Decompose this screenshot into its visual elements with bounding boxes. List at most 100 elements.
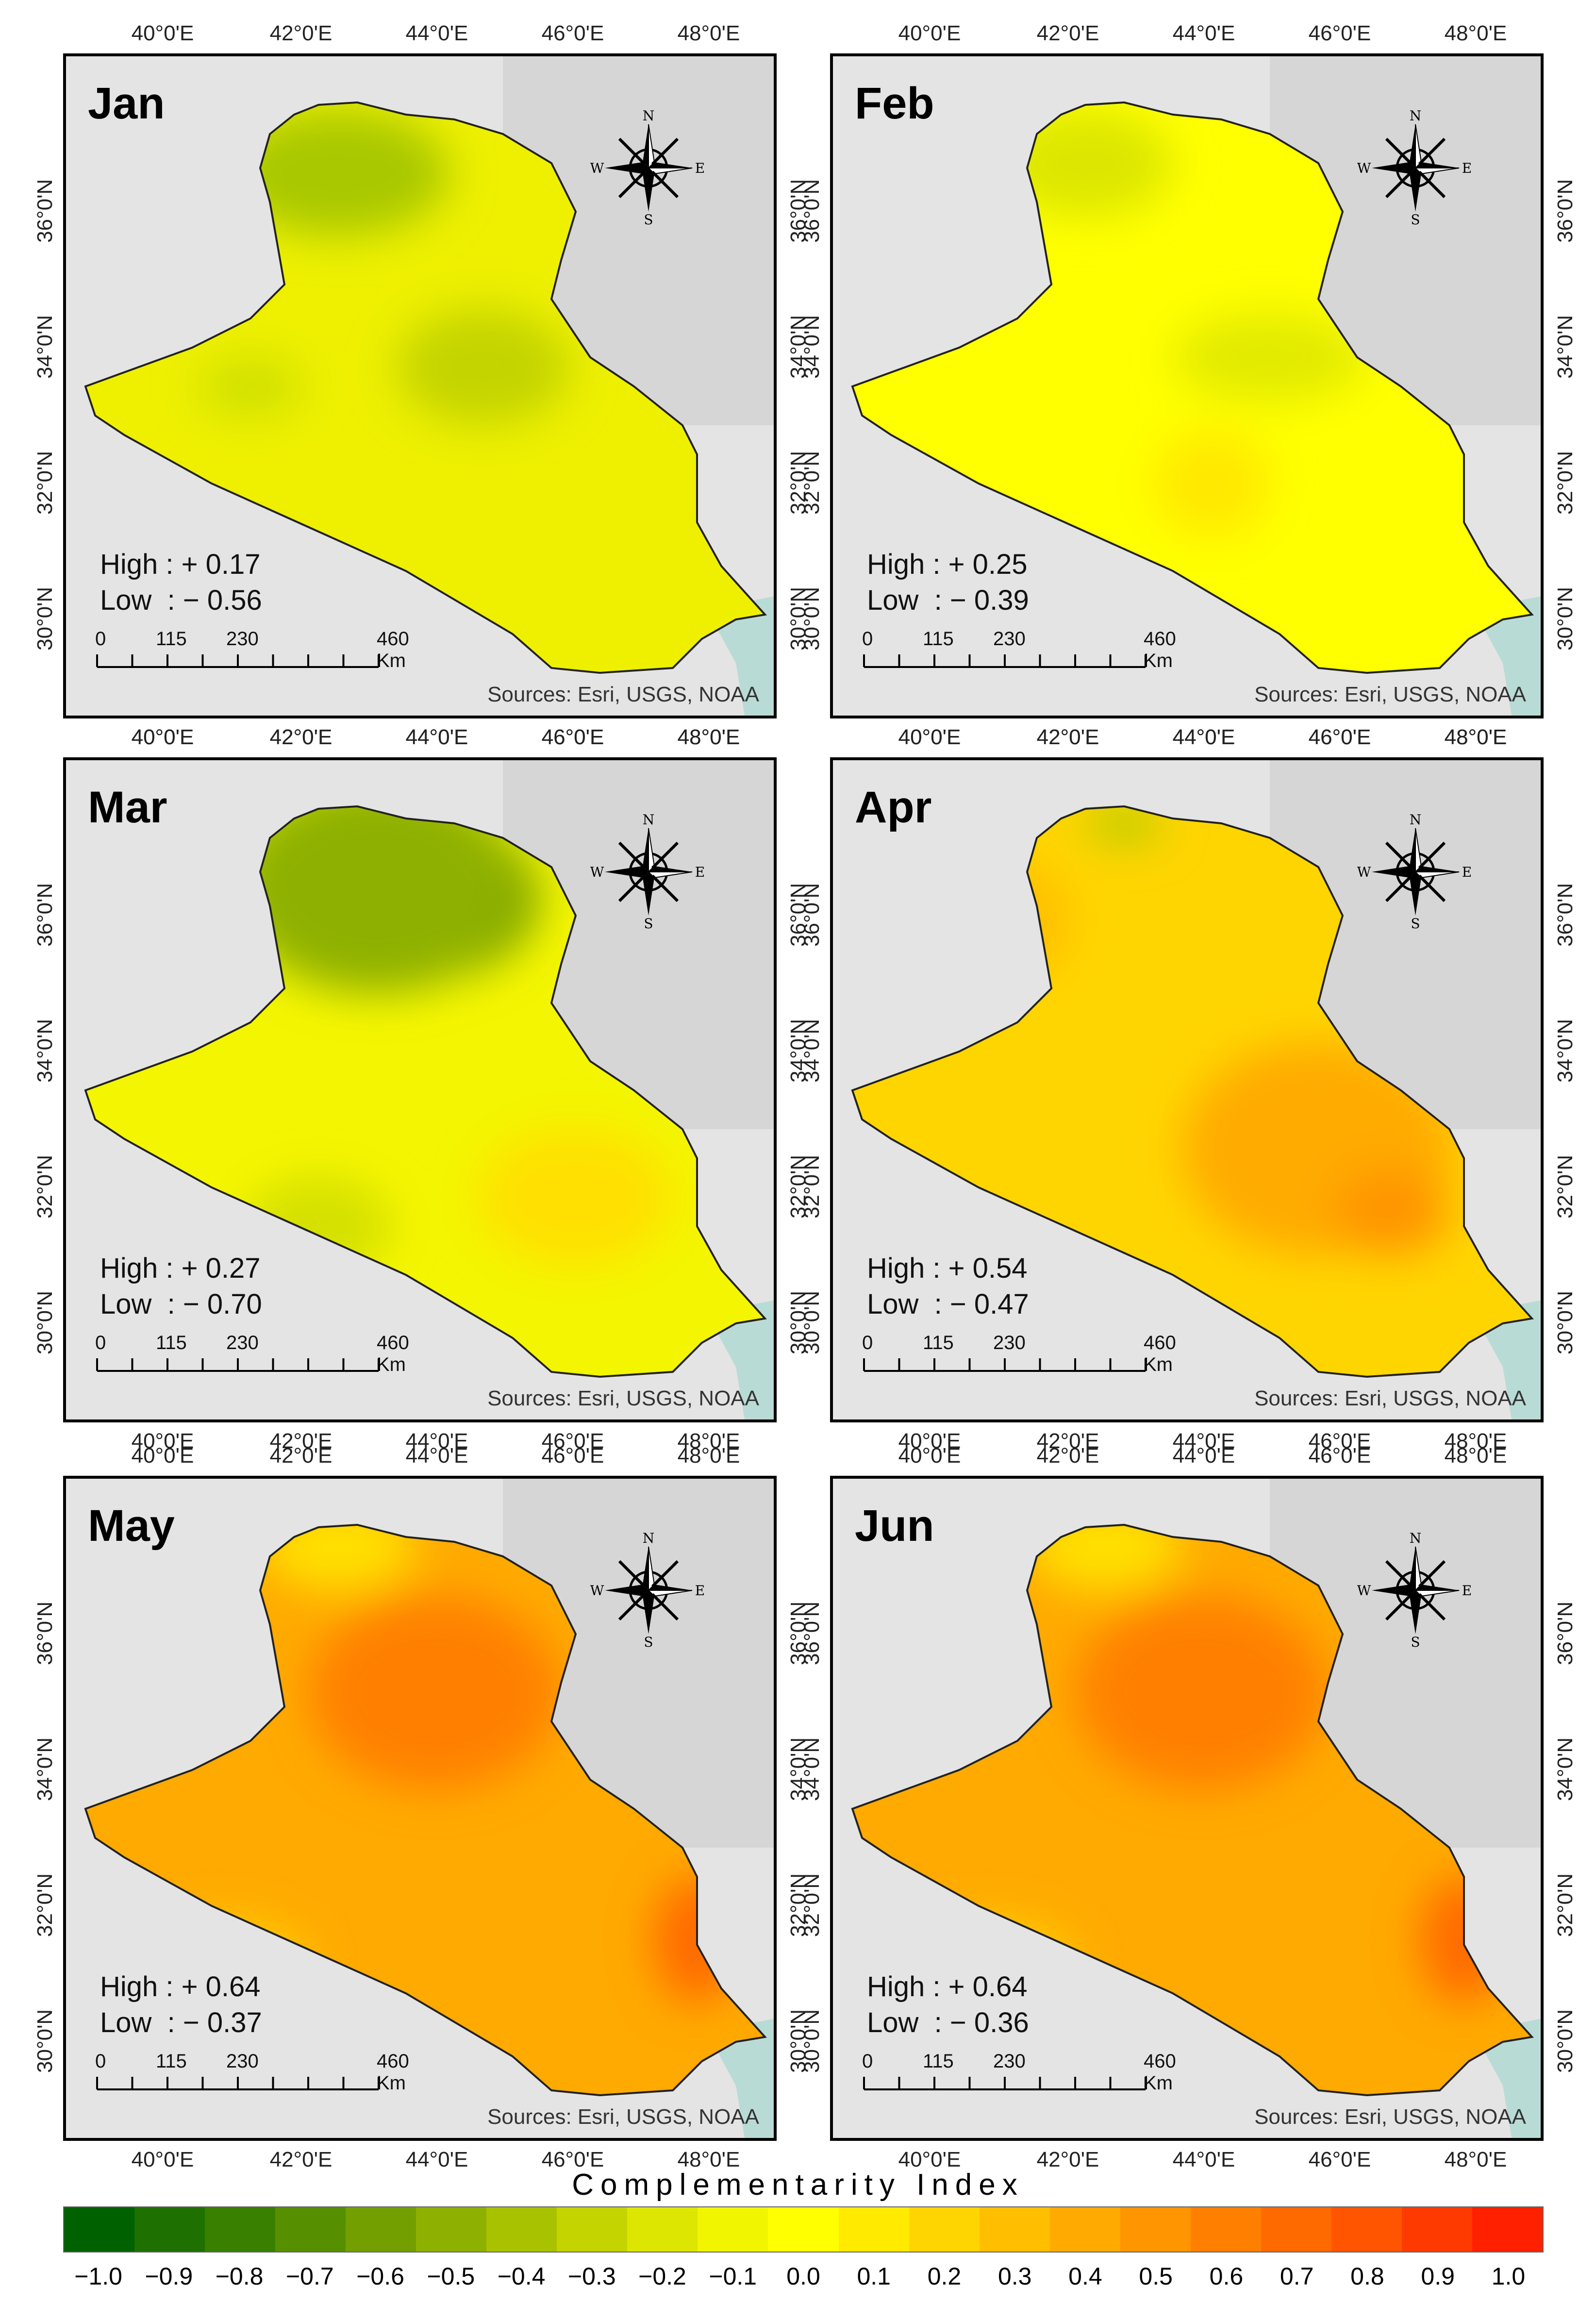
longitude-tick: 48°0'E — [1444, 1429, 1507, 1453]
month-label: May — [88, 1501, 175, 1551]
longitude-tick: 46°0'E — [541, 2148, 604, 2171]
month-label: Jun — [855, 1501, 934, 1551]
svg-text:N: N — [1410, 110, 1422, 124]
scale-bar: 0 115 230 460 Km — [95, 628, 409, 682]
longitude-tick: 42°0'E — [1036, 1444, 1099, 1468]
map-panel-may: May N S E W High : + 0.64 Low : − 0.37 0 115 230 4… — [33, 1444, 810, 2171]
svg-text:W: W — [1357, 1583, 1371, 1599]
scale-label: 115 — [156, 628, 187, 650]
month-label: Mar — [88, 783, 167, 832]
longitude-tick: 48°0'E — [677, 1444, 740, 1468]
high-low-values: High : + 0.64 Low : − 0.36 — [867, 1969, 1029, 2041]
map-frame: Jun N S E W High : + 0.64 Low : − 0.36 0 115 230 4… — [830, 1476, 1544, 2141]
latitude-tick: 36°0'N — [33, 1601, 57, 1665]
longitude-tick: 40°0'E — [898, 1444, 961, 1468]
latitude-tick: 30°0'N — [800, 1290, 824, 1354]
scale-label: 460 Km — [377, 628, 409, 671]
legend-colorbar — [63, 2206, 1544, 2253]
map-frame: Feb N S E W High : + 0.25 Low : − 0.39 0 115 230 4… — [830, 53, 1544, 718]
latitude-tick: 30°0'N — [1553, 2009, 1577, 2073]
legend-tick-label: 0.9 — [1421, 2263, 1455, 2290]
scale-label: 460 Km — [1144, 628, 1176, 671]
longitude-tick: 46°0'E — [1308, 21, 1371, 45]
legend-swatch — [486, 2207, 557, 2252]
legend-swatch — [346, 2207, 416, 2252]
svg-text:S: S — [1411, 916, 1420, 930]
longitude-tick: 42°0'E — [1036, 2148, 1099, 2171]
scale-label: 230 — [993, 2051, 1026, 2072]
iraq-map — [66, 56, 774, 716]
latitude-tick: 34°0'N — [33, 1018, 57, 1083]
svg-text:S: S — [644, 1634, 653, 1649]
scale-label: 230 — [226, 1332, 259, 1353]
sources-credit: Sources: Esri, USGS, NOAA — [487, 683, 759, 706]
latitude-tick: 32°0'N — [800, 451, 824, 515]
iraq-border — [84, 1523, 767, 2097]
longitude-tick: 40°0'E — [898, 725, 961, 749]
longitude-tick: 42°0'E — [269, 2148, 332, 2171]
legend-tick-label: 1.0 — [1491, 2263, 1526, 2290]
longitude-tick: 42°0'E — [1036, 725, 1099, 749]
north-arrow-icon: N S E W — [590, 812, 707, 932]
month-label: Apr — [855, 783, 932, 832]
sources-credit: Sources: Esri, USGS, NOAA — [1254, 2105, 1526, 2129]
legend-swatch — [275, 2207, 346, 2252]
longitude-tick: 46°0'E — [541, 1429, 604, 1453]
legend-swatch — [979, 2207, 1050, 2252]
latitude-tick: 32°0'N — [33, 1873, 57, 1937]
svg-text:E: E — [1462, 864, 1472, 880]
map-panel-jun: Jun N S E W High : + 0.64 Low : − 0.36 0 115 230 4… — [800, 1444, 1577, 2171]
scale-label: 460 Km — [1144, 2051, 1176, 2094]
low-value: Low : − 0.47 — [867, 1288, 1029, 1320]
high-value: High : + 0.64 — [867, 1971, 1028, 2003]
legend-swatch — [557, 2207, 628, 2252]
legend-swatch — [838, 2207, 909, 2252]
latitude-tick: 36°0'N — [800, 883, 824, 947]
svg-text:W: W — [590, 160, 604, 176]
longitude-tick: 48°0'E — [677, 725, 740, 749]
latitude-tick: 36°0'N — [33, 883, 57, 947]
svg-text:W: W — [1357, 864, 1371, 880]
svg-text:S: S — [644, 916, 653, 930]
longitude-tick: 42°0'E — [1036, 21, 1099, 45]
legend-tick-label: 0.5 — [1139, 2263, 1173, 2290]
scale-bar: 0 115 230 460 Km — [862, 628, 1176, 682]
latitude-tick: 30°0'N — [33, 1290, 57, 1354]
longitude-tick: 40°0'E — [898, 2148, 961, 2171]
longitude-tick: 48°0'E — [677, 2148, 740, 2171]
legend-tick-label: −0.8 — [215, 2263, 264, 2290]
legend-tick-label: −0.5 — [427, 2263, 475, 2290]
legend-tick-label: −0.7 — [285, 2263, 334, 2290]
north-arrow-icon: N S E W — [590, 1530, 707, 1650]
scale-label: 230 — [226, 2051, 259, 2072]
scale-bar: 0 115 230 460 Km — [862, 2051, 1176, 2104]
scale-label: 230 — [226, 628, 259, 650]
longitude-tick: 42°0'E — [269, 725, 332, 749]
iraq-border — [84, 101, 767, 674]
scale-label: 230 — [993, 628, 1026, 650]
low-value: Low : − 0.39 — [867, 584, 1029, 616]
legend-tick-label: 0.4 — [1068, 2263, 1102, 2290]
scale-bar: 0 115 230 460 Km — [95, 2051, 409, 2104]
svg-text:W: W — [590, 1583, 604, 1599]
legend-tick-label: −0.6 — [356, 2263, 404, 2290]
sources-credit: Sources: Esri, USGS, NOAA — [1254, 1386, 1526, 1410]
scale-label: 0 — [862, 1332, 873, 1353]
legend-tick-label: 0.6 — [1209, 2263, 1244, 2290]
svg-text:E: E — [1462, 1583, 1472, 1599]
longitude-tick: 40°0'E — [131, 1444, 194, 1468]
low-value: Low : − 0.70 — [100, 1288, 262, 1320]
longitude-tick: 42°0'E — [1036, 725, 1099, 749]
legend-tick-label: −0.3 — [567, 2263, 616, 2290]
longitude-tick: 40°0'E — [898, 21, 961, 45]
scale-label: 115 — [156, 1332, 187, 1353]
scale-label: 460 Km — [1144, 1332, 1176, 1375]
high-value: High : + 0.64 — [100, 1971, 261, 2003]
longitude-tick: 40°0'E — [131, 725, 194, 749]
latitude-tick: 30°0'N — [1553, 586, 1577, 651]
legend-ticks: −1.0 −0.9 −0.8 −0.7 −0.6 −0.5 −0.4 −0.3 −0.2 −0.1… — [0, 2262, 1596, 2296]
legend-tick-label: −0.9 — [145, 2263, 193, 2290]
north-arrow-icon: N S E W — [590, 108, 707, 228]
latitude-tick: 34°0'N — [1553, 1737, 1577, 1801]
longitude-tick: 44°0'E — [1172, 1429, 1235, 1453]
